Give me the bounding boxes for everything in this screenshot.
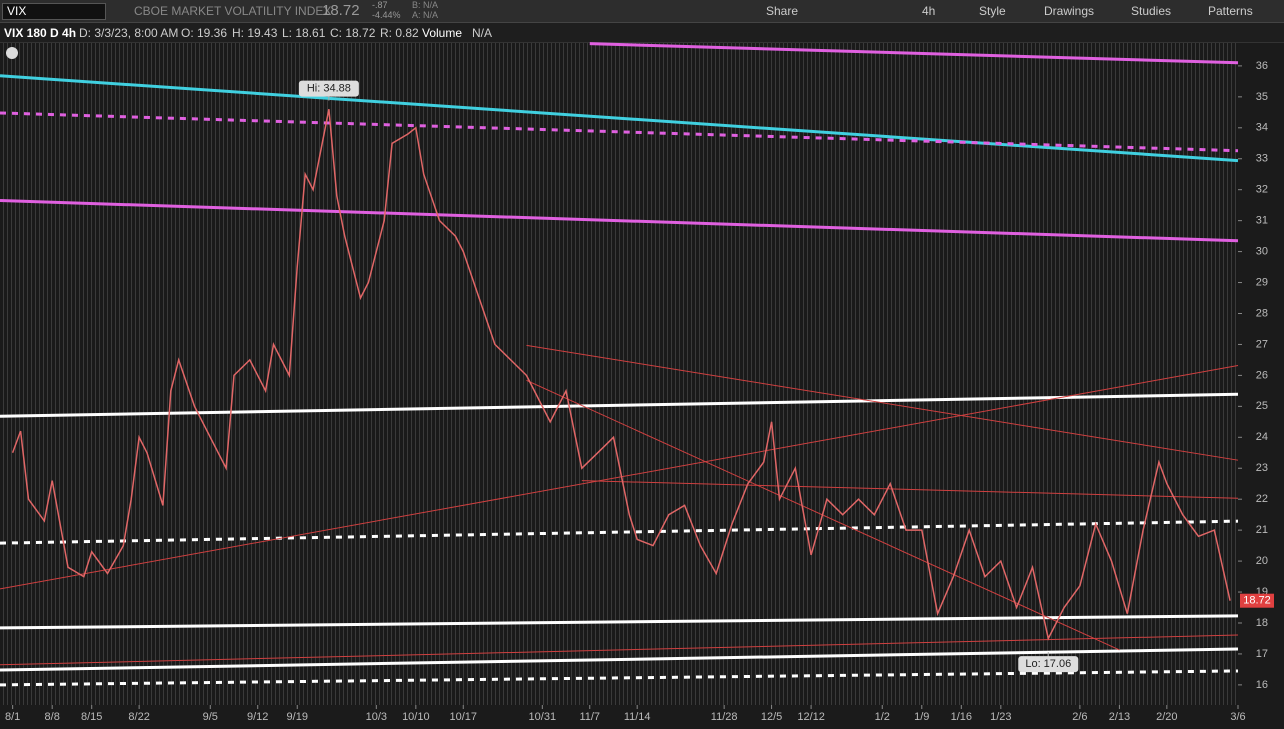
annotation-box [1018, 656, 1079, 673]
x-tick-label: 2/20 [1156, 711, 1177, 723]
trendline [0, 392, 1239, 418]
trendline [0, 199, 1239, 243]
y-tick-label: 35 [1256, 91, 1268, 103]
annotation-label: Lo: 17.06 [1025, 658, 1071, 670]
last-price-box [1240, 593, 1274, 608]
x-tick-label: 1/23 [990, 711, 1011, 723]
info-item: R: 0.82 [380, 26, 419, 40]
y-tick-label: 17 [1256, 648, 1268, 660]
info-bar: VIX 180 D 4h D: 3/3/23, 8:00 AM O: 19.36… [0, 23, 1284, 43]
trendline [0, 364, 1239, 590]
description: CBOE MARKET VOLATILITY INDEX [134, 4, 332, 18]
y-tick-label: 36 [1256, 60, 1268, 72]
x-tick-label: 8/15 [81, 711, 102, 723]
trendline [0, 669, 1239, 687]
x-tick-label: 10/3 [366, 711, 387, 723]
x-tick-label: 12/12 [797, 711, 825, 723]
info-item: Volume [422, 26, 463, 40]
timeframe-button[interactable]: 4h [922, 4, 936, 18]
x-tick-label: 10/17 [449, 711, 477, 723]
y-tick-label: 18 [1256, 617, 1268, 629]
y-tick-label: 29 [1256, 276, 1268, 288]
trendline [0, 111, 1239, 153]
price-line [11, 109, 1231, 641]
x-tick-label: 11/7 [579, 711, 600, 723]
y-tick-label: 26 [1256, 369, 1268, 381]
x-tick-label: 3/6 [1230, 711, 1245, 723]
x-tick-label: 9/5 [203, 711, 218, 723]
studies-button[interactable]: Studies [1131, 4, 1172, 18]
y-tick-label: 27 [1256, 338, 1268, 350]
x-tick-label: 8/22 [128, 711, 149, 723]
y-tick-label: 21 [1256, 524, 1268, 536]
trendline [0, 519, 1239, 545]
last-price-label: 18.72 [1243, 595, 1271, 607]
trendline [589, 42, 1239, 65]
symbol-input[interactable]: VIX [2, 3, 106, 20]
x-tick-label: 1/2 [875, 711, 890, 723]
x-tick-label: 1/9 [914, 711, 929, 723]
x-tick-label: 8/8 [45, 711, 60, 723]
y-tick-label: 28 [1256, 307, 1268, 319]
y-tick-label: 23 [1256, 462, 1268, 474]
last-price: 18.72 [322, 2, 360, 19]
change-pct: -4.44% [372, 10, 401, 20]
y-tick-label: 20 [1256, 555, 1268, 567]
annotation-box [298, 80, 359, 97]
x-axis-panel [0, 705, 1284, 729]
x-tick-label: 12/5 [761, 711, 782, 723]
chart-background [0, 43, 1238, 705]
info-item: VIX 180 D 4h [4, 26, 77, 40]
annotation-label: Hi: 34.88 [307, 82, 351, 94]
trendline [0, 634, 1239, 666]
style-button[interactable]: Style [979, 4, 1006, 18]
bid: B: N/A [412, 0, 439, 10]
x-tick-label: 10/10 [402, 711, 430, 723]
x-tick-label: 10/31 [529, 711, 557, 723]
patterns-button[interactable]: Patterns [1208, 4, 1253, 18]
share-button[interactable]: Share [766, 4, 799, 18]
drawings-button[interactable]: Drawings [1044, 4, 1095, 18]
y-tick-label: 22 [1256, 493, 1268, 505]
x-tick-label: 9/19 [287, 711, 308, 723]
y-tick-label: 24 [1256, 431, 1268, 443]
toolbar: VIX CBOE MARKET VOLATILITY INDEX 18.72 -… [0, 0, 1284, 23]
info-item: L: 18.61 [282, 26, 326, 40]
y-tick-label: 34 [1256, 122, 1268, 134]
x-tick-label: 11/14 [624, 711, 651, 723]
info-icon[interactable] [6, 47, 18, 59]
change: -.87 [372, 0, 388, 10]
x-tick-label: 1/16 [951, 711, 972, 723]
y-tick-label: 31 [1256, 215, 1268, 227]
y-tick-label: 32 [1256, 184, 1268, 196]
info-item: O: 19.36 [181, 26, 228, 40]
x-tick-label: 2/6 [1072, 711, 1087, 723]
x-tick-label: 11/28 [711, 711, 738, 723]
x-tick-label: 2/13 [1109, 711, 1130, 723]
trendline [581, 480, 1239, 499]
y-tick-label: 16 [1256, 679, 1268, 691]
y-tick-label: 30 [1256, 246, 1268, 258]
info-item: N/A [472, 26, 493, 40]
info-item: C: 18.72 [330, 26, 376, 40]
info-item: D: 3/3/23, 8:00 AM [79, 26, 179, 40]
x-tick-label: 8/1 [5, 711, 20, 723]
x-tick-label: 9/12 [247, 711, 268, 723]
trendline [0, 74, 1239, 163]
trendline [0, 647, 1239, 672]
ask: A: N/A [412, 10, 439, 20]
trendline [526, 344, 1239, 461]
info-item: H: 19.43 [232, 26, 278, 40]
y-tick-label: 25 [1256, 400, 1268, 412]
trendline [0, 614, 1239, 630]
y-tick-label: 33 [1256, 153, 1268, 165]
